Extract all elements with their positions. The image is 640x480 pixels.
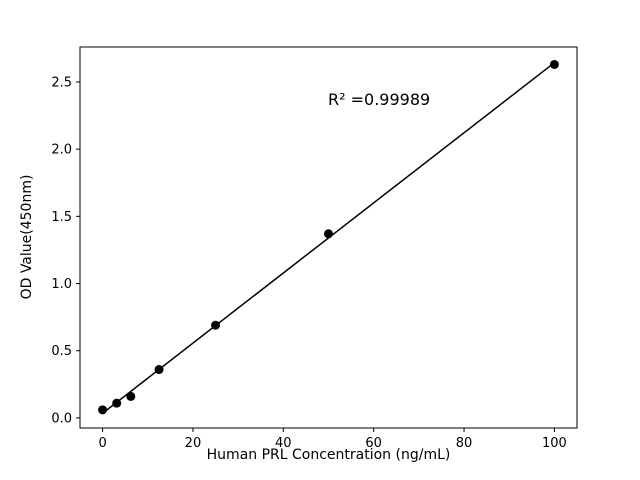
x-tick-label: 60	[365, 436, 382, 451]
data-point	[549, 59, 559, 69]
y-tick-label: 1.0	[51, 277, 72, 292]
y-tick-label: 0.5	[51, 344, 72, 359]
y-axis-label: OD Value(450nm)	[19, 174, 35, 300]
x-axis-label: Human PRL Concentration (ng/mL)	[206, 447, 451, 463]
x-tick-label: 0	[98, 436, 106, 451]
y-tick-label: 2.5	[51, 75, 72, 90]
axes-frame	[79, 46, 578, 429]
y-tick-label: 2.0	[51, 143, 72, 158]
data-point	[98, 405, 108, 415]
y-tick-label: 0.0	[51, 411, 72, 426]
x-tick-label: 20	[185, 436, 202, 451]
r-squared-annotation: R² =0.99989	[328, 90, 431, 109]
x-tick-label: 40	[275, 436, 292, 451]
data-point	[126, 391, 136, 401]
data-point	[112, 398, 122, 408]
data-point	[154, 365, 164, 375]
y-tick-label: 1.5	[51, 210, 72, 225]
data-point	[324, 229, 333, 239]
data-point	[211, 320, 221, 330]
x-tick-label: 100	[542, 436, 567, 451]
x-tick-label: 80	[456, 436, 473, 451]
